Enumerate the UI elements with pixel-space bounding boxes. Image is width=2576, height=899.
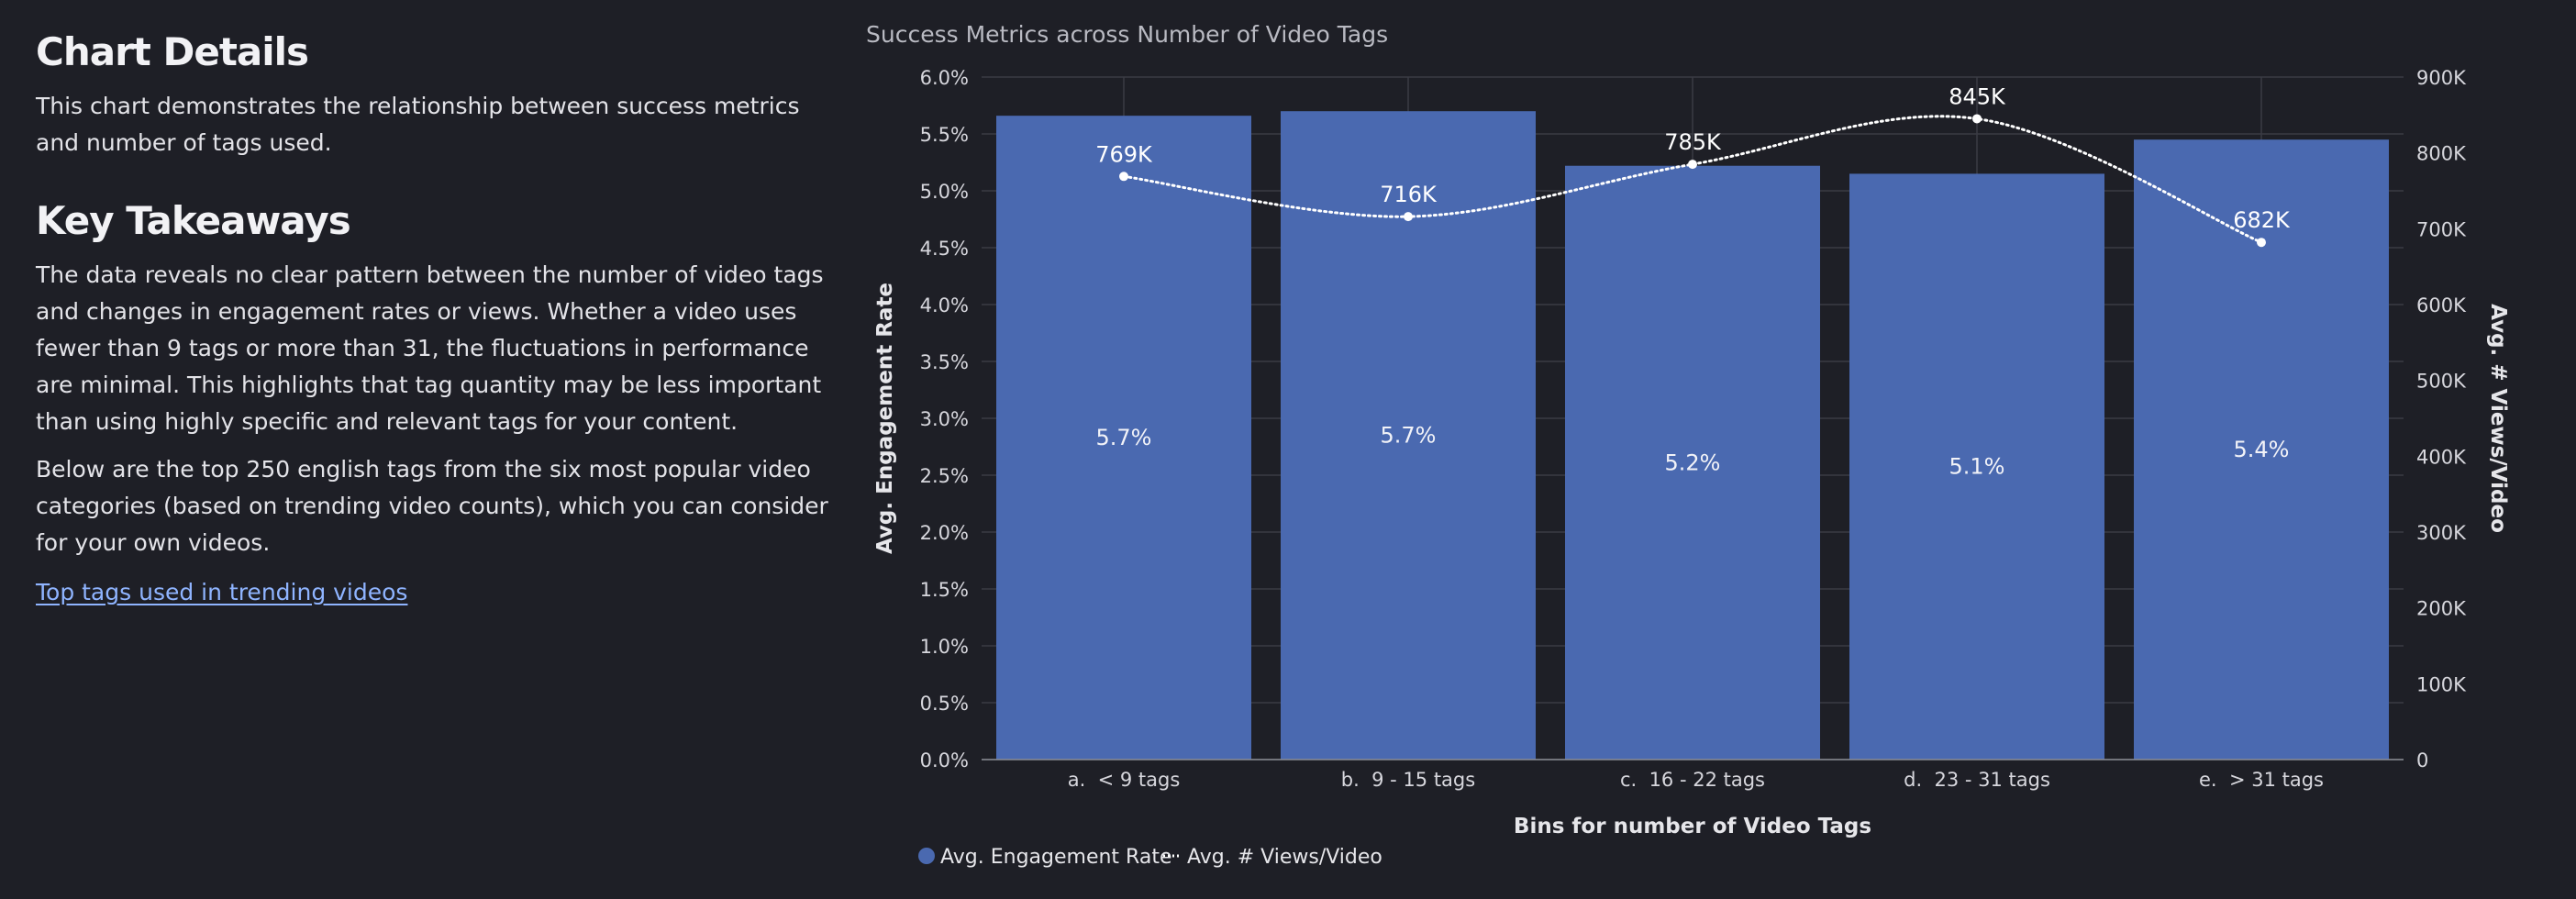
x-tick-label: b. 9 - 15 tags bbox=[1341, 769, 1475, 791]
y-tick-label: 1.5% bbox=[920, 579, 969, 601]
y-tick-label: 4.5% bbox=[920, 238, 969, 260]
legend-bar-label: Avg. Engagement Rate bbox=[940, 846, 1172, 869]
bar bbox=[1565, 165, 1820, 760]
bar bbox=[1849, 173, 2104, 760]
chart-details-title: Chart Details bbox=[36, 29, 309, 74]
y-tick-label: 2.0% bbox=[920, 522, 969, 544]
views-value-label: 845K bbox=[1949, 83, 2006, 109]
bar-value-label: 5.7% bbox=[1096, 425, 1152, 450]
y-tick-label: 2.5% bbox=[920, 465, 969, 487]
legend-line-label: Avg. # Views/Video bbox=[1187, 846, 1382, 869]
chart-details-panel: Chart Details This chart demonstrates th… bbox=[36, 26, 843, 611]
y2-tick-label: 300K bbox=[2416, 522, 2467, 544]
x-tick-label: c. 16 - 22 tags bbox=[1620, 769, 1765, 791]
y-tick-label: 0.5% bbox=[920, 693, 969, 715]
key-takeaways-title: Key Takeaways bbox=[36, 198, 351, 243]
views-point bbox=[1688, 160, 1697, 170]
chart-details-text: This chart demonstrates the relationship… bbox=[36, 93, 800, 156]
y2-tick-label: 0 bbox=[2416, 749, 2428, 771]
y2-tick-label: 500K bbox=[2416, 371, 2467, 393]
chart-title: Success Metrics across Number of Video T… bbox=[866, 21, 1388, 48]
bar-value-label: 5.7% bbox=[1381, 423, 1437, 449]
y-tick-label: 3.0% bbox=[920, 408, 969, 430]
y2-tick-label: 900K bbox=[2416, 67, 2467, 89]
x-tick-label: d. 23 - 31 tags bbox=[1904, 769, 2050, 791]
bar bbox=[996, 116, 1251, 760]
bar-value-label: 5.4% bbox=[2234, 437, 2290, 462]
bar-value-label: 5.2% bbox=[1665, 450, 1721, 475]
x-axis-title: Bins for number of Video Tags bbox=[1514, 815, 1871, 838]
x-tick-label: e. > 31 tags bbox=[2199, 769, 2324, 791]
y2-tick-label: 100K bbox=[2416, 673, 2467, 695]
views-point bbox=[1119, 172, 1128, 182]
legend-bar-swatch bbox=[918, 848, 935, 864]
views-value-label: 785K bbox=[1664, 129, 1722, 155]
views-point bbox=[1404, 212, 1413, 222]
top-tags-link[interactable]: Top tags used in trending videos bbox=[36, 579, 408, 605]
y-tick-label: 4.0% bbox=[920, 294, 969, 316]
y-tick-label: 1.0% bbox=[920, 636, 969, 658]
y2-tick-label: 200K bbox=[2416, 598, 2467, 620]
y2-axis-title: Avg. # Views/Video bbox=[2486, 304, 2510, 533]
y-tick-label: 0.0% bbox=[920, 749, 969, 771]
y-axis-title: Avg. Engagement Rate bbox=[873, 283, 897, 554]
bar-value-label: 5.1% bbox=[1949, 454, 2005, 480]
y-tick-label: 6.0% bbox=[920, 67, 969, 89]
views-point bbox=[1972, 114, 1982, 124]
views-point bbox=[2257, 238, 2266, 248]
x-tick-label: a. < 9 tags bbox=[1068, 769, 1181, 791]
views-value-label: 682K bbox=[2233, 207, 2291, 233]
y-tick-label: 5.0% bbox=[920, 181, 969, 203]
views-value-label: 716K bbox=[1380, 182, 1438, 207]
y2-tick-label: 600K bbox=[2416, 294, 2467, 316]
y2-tick-label: 700K bbox=[2416, 218, 2467, 240]
takeaways-paragraph-2: Below are the top 250 english tags from … bbox=[36, 456, 828, 556]
views-value-label: 769K bbox=[1095, 141, 1153, 167]
y-tick-label: 3.5% bbox=[920, 351, 969, 373]
y2-tick-label: 400K bbox=[2416, 446, 2467, 468]
takeaways-paragraph-1: The data reveals no clear pattern betwee… bbox=[36, 261, 824, 435]
y2-tick-label: 800K bbox=[2416, 143, 2467, 165]
y-tick-label: 5.5% bbox=[920, 124, 969, 146]
